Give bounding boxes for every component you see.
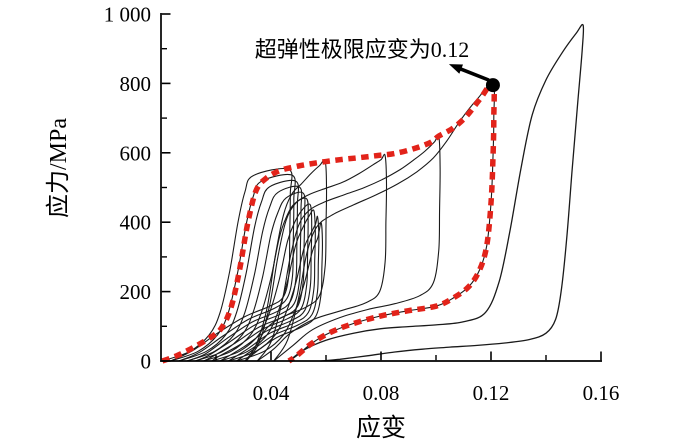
y-tick-label: 600	[120, 141, 152, 165]
curve-cycle-05	[195, 191, 306, 362]
annotation-arrow-line	[459, 67, 490, 82]
x-tick-label: 0.16	[583, 381, 620, 405]
annotation-label: 超弹性极限应变为0.12	[255, 37, 470, 62]
limit-point-marker	[485, 78, 500, 93]
y-tick-label: 400	[120, 211, 152, 235]
x-axis-title: 应变	[356, 414, 406, 442]
curve-cycle-03	[178, 179, 300, 362]
curve-superelastic-envelope	[161, 80, 497, 364]
curve-cycle-07	[211, 203, 313, 362]
curve-cycle-15-final-peak0.15	[288, 23, 585, 362]
y-axis-title: 应力/MPa	[45, 118, 72, 218]
axis-titles: 应变 应力/MPa	[45, 118, 406, 442]
curve-cycle-12-peak0.08	[245, 153, 388, 362]
axis-ticks	[161, 13, 602, 362]
y-tick-label: 800	[120, 72, 152, 96]
hysteresis-curves	[161, 23, 585, 364]
axes: 0 200 400 600 800 1 000 0.04 0.08 0.12 0.16	[104, 3, 620, 406]
y-tick-label: 0	[141, 350, 152, 374]
annotation-arrowhead-icon	[448, 64, 464, 74]
x-tick-label: 0.12	[473, 381, 510, 405]
x-tick-label: 0.08	[363, 381, 400, 405]
y-tick-label: 1 000	[104, 3, 151, 27]
axis-tick-labels: 0 200 400 600 800 1 000 0.04 0.08 0.12 0.16	[104, 3, 620, 406]
curve-cycle-04	[186, 185, 303, 362]
curve-cycle-08	[219, 209, 316, 362]
y-tick-label: 200	[120, 280, 152, 304]
curve-cycle-13-peak0.10	[256, 134, 441, 362]
annotation-group: 超弹性极限应变为0.12	[255, 37, 500, 93]
x-tick-label: 0.04	[253, 381, 290, 405]
